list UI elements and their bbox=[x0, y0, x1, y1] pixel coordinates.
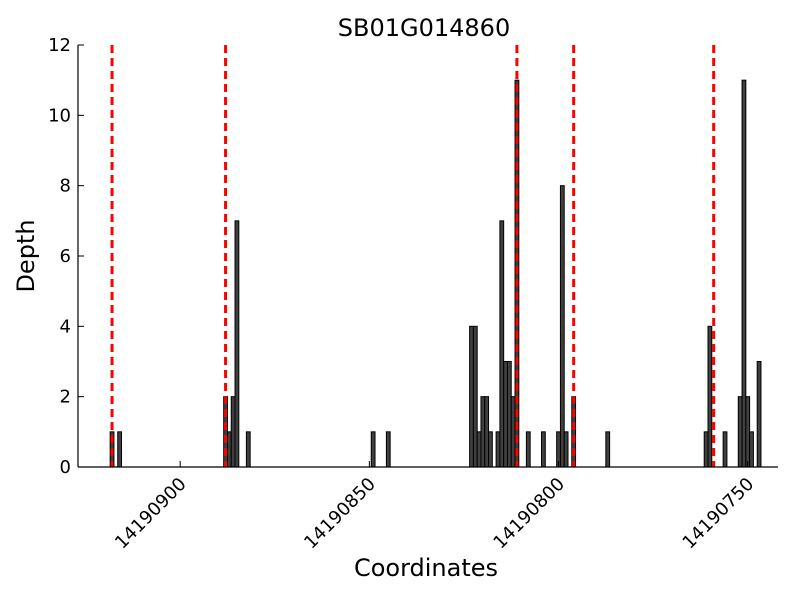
depth-bar bbox=[525, 431, 531, 468]
depth-bar bbox=[469, 325, 474, 468]
depth-bar bbox=[484, 396, 490, 468]
chart-title: SB01G014860 bbox=[338, 14, 510, 42]
x-axis-label: Coordinates bbox=[354, 554, 498, 582]
depth-bar bbox=[226, 431, 232, 468]
y-tick-label: 4 bbox=[60, 316, 71, 337]
depth-bar bbox=[495, 431, 501, 468]
depth-bar bbox=[472, 325, 478, 468]
depth-bar bbox=[385, 431, 391, 468]
y-tick-label: 12 bbox=[48, 35, 71, 56]
depth-bar bbox=[480, 396, 486, 468]
x-tick-label: 14190900 bbox=[111, 474, 191, 554]
depth-bar bbox=[488, 431, 493, 468]
depth-bar bbox=[703, 431, 709, 468]
y-tick-label: 0 bbox=[60, 457, 71, 478]
depth-bar bbox=[510, 396, 516, 468]
depth-bar bbox=[370, 431, 376, 468]
x-tick-label: 14190800 bbox=[489, 474, 569, 554]
depth-bar bbox=[503, 361, 508, 468]
depth-bar bbox=[722, 431, 728, 468]
depth-bar bbox=[559, 185, 565, 468]
bars-layer bbox=[109, 79, 762, 468]
depth-bar bbox=[499, 220, 505, 468]
depth-bar bbox=[245, 431, 251, 468]
y-axis-label: Depth bbox=[12, 219, 40, 292]
depth-bar bbox=[506, 361, 512, 468]
depth-bar bbox=[234, 220, 240, 468]
depth-bar bbox=[117, 431, 123, 468]
depth-bar bbox=[223, 396, 228, 468]
y-tick-label: 6 bbox=[60, 246, 71, 267]
depth-bar bbox=[563, 431, 569, 468]
depth-bar bbox=[745, 396, 751, 468]
depth-bar bbox=[476, 431, 482, 468]
depth-bar bbox=[737, 396, 743, 468]
depth-bar bbox=[571, 396, 577, 468]
depth-bar bbox=[749, 431, 754, 468]
depth-bar bbox=[741, 79, 747, 468]
depth-bar bbox=[707, 325, 713, 468]
reference-lines-layer bbox=[110, 45, 716, 467]
depth-bar bbox=[605, 431, 611, 468]
y-tick-label: 2 bbox=[60, 387, 71, 408]
depth-bar bbox=[756, 361, 762, 468]
axes-layer: 0 2 4 6 8 10 12 14190900 14190850 14190800 1419075… bbox=[48, 35, 778, 553]
depth-bar bbox=[230, 396, 236, 468]
x-tick-label: 14190750 bbox=[679, 474, 759, 554]
depth-bar bbox=[541, 431, 546, 468]
y-tick-label: 10 bbox=[48, 105, 71, 126]
x-tick-label: 14190850 bbox=[300, 474, 380, 554]
y-tick-label: 8 bbox=[60, 176, 71, 197]
